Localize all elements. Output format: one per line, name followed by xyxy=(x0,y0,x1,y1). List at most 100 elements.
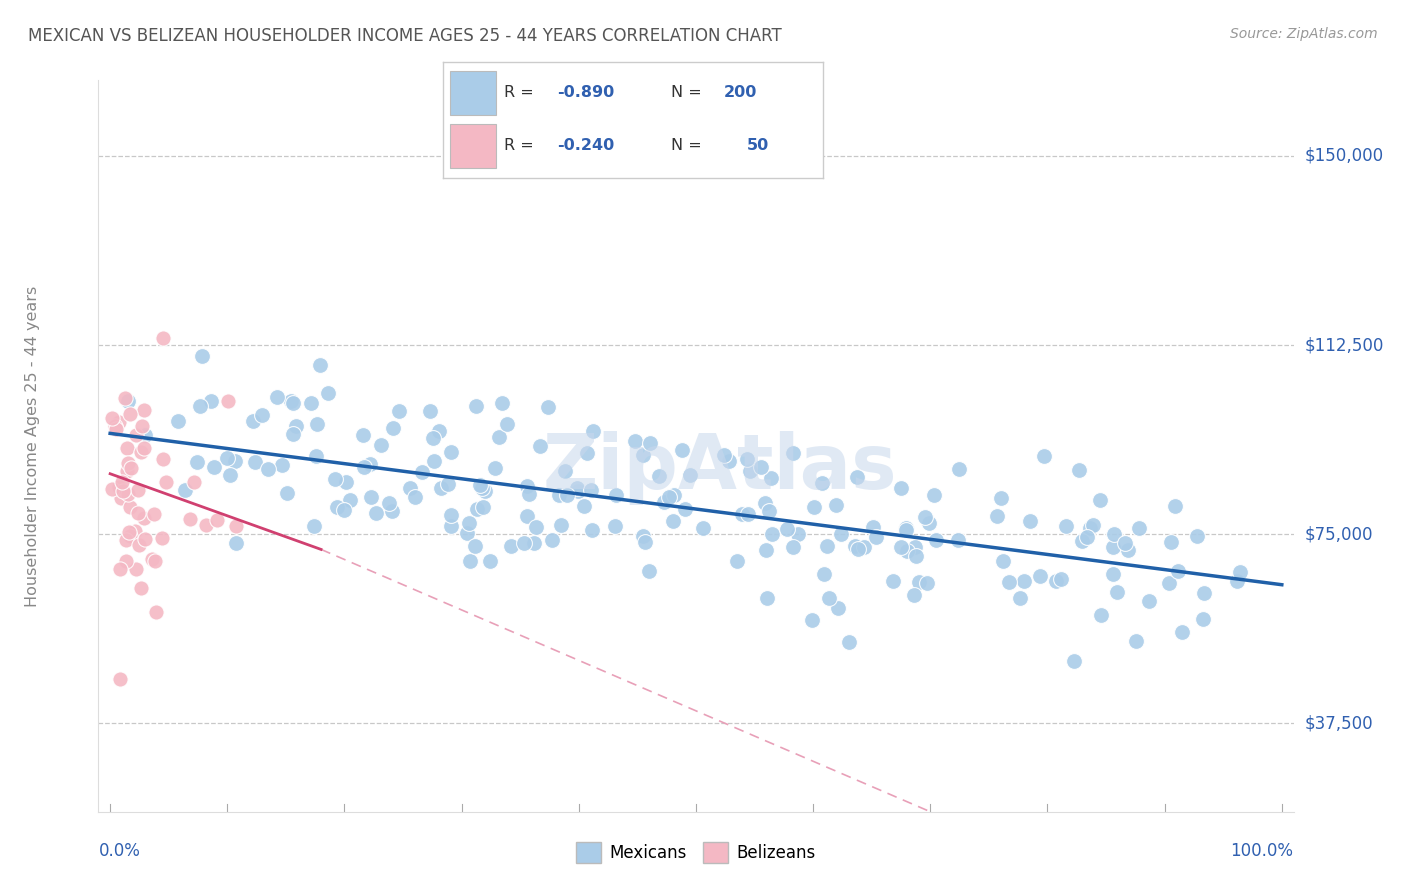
Text: -0.240: -0.240 xyxy=(557,138,614,153)
Point xyxy=(129,445,152,459)
Text: ZipAtlas: ZipAtlas xyxy=(543,431,897,505)
Point xyxy=(825,498,848,512)
Point xyxy=(540,533,562,547)
Point xyxy=(737,507,759,521)
Point xyxy=(759,471,782,485)
Point xyxy=(904,540,927,554)
Point xyxy=(853,541,876,555)
Point xyxy=(129,581,152,595)
Point xyxy=(399,481,422,495)
Point xyxy=(430,482,453,496)
Point xyxy=(890,541,912,555)
Point xyxy=(554,464,576,478)
Point xyxy=(1102,540,1125,554)
Point xyxy=(749,460,772,475)
Point xyxy=(675,502,697,516)
Point xyxy=(603,519,626,533)
Point xyxy=(713,448,735,462)
Point xyxy=(986,509,1008,524)
Point xyxy=(470,477,492,491)
Point xyxy=(217,393,239,408)
Point xyxy=(948,461,970,475)
Point xyxy=(422,431,444,445)
Point xyxy=(813,566,835,581)
Point xyxy=(117,456,139,470)
FancyBboxPatch shape xyxy=(450,70,496,114)
Point xyxy=(309,358,332,372)
Point xyxy=(423,453,446,467)
Point xyxy=(143,507,166,521)
Point xyxy=(838,634,860,648)
Point xyxy=(465,399,488,413)
Point xyxy=(124,562,146,576)
Point xyxy=(1125,634,1147,648)
Point xyxy=(1054,519,1077,533)
Point xyxy=(1081,517,1104,532)
Point xyxy=(101,483,124,497)
Point xyxy=(890,481,912,495)
Point xyxy=(110,475,132,489)
Text: 0.0%: 0.0% xyxy=(98,842,141,860)
Point xyxy=(256,461,278,475)
Legend: Mexicans, Belizeans: Mexicans, Belizeans xyxy=(569,836,823,869)
Point xyxy=(132,510,155,524)
Point xyxy=(250,408,273,422)
Point xyxy=(134,428,156,442)
Point xyxy=(1187,529,1209,543)
Point xyxy=(671,443,693,458)
Point xyxy=(200,394,222,409)
Point xyxy=(998,574,1021,589)
Point xyxy=(174,483,197,498)
Point xyxy=(205,513,228,527)
Point xyxy=(529,439,551,453)
Text: N =: N = xyxy=(671,85,707,100)
Point xyxy=(661,514,683,528)
Point xyxy=(225,519,247,533)
Point xyxy=(115,533,138,548)
Point xyxy=(1229,565,1251,579)
Point xyxy=(353,459,375,474)
Point xyxy=(464,539,486,553)
Text: Householder Income Ages 25 - 44 years: Householder Income Ages 25 - 44 years xyxy=(25,285,41,607)
Point xyxy=(117,394,139,409)
Point xyxy=(664,488,686,502)
Point xyxy=(188,400,211,414)
Point xyxy=(280,393,302,408)
Point xyxy=(865,530,887,544)
Point xyxy=(496,417,519,432)
Point xyxy=(787,527,810,541)
Point xyxy=(579,483,602,497)
Point xyxy=(1163,499,1185,513)
Point xyxy=(634,534,657,549)
Point xyxy=(440,445,463,459)
Point xyxy=(104,422,127,436)
Point xyxy=(305,450,328,464)
Point xyxy=(1088,493,1111,508)
Point xyxy=(1192,586,1215,600)
Point xyxy=(370,437,392,451)
Point xyxy=(352,428,374,442)
Point xyxy=(427,424,450,438)
Point xyxy=(581,523,603,537)
Point xyxy=(631,529,654,543)
Point xyxy=(382,421,405,435)
Text: -0.890: -0.890 xyxy=(557,85,614,100)
Point xyxy=(404,490,426,504)
Point xyxy=(800,613,823,627)
Point xyxy=(304,518,326,533)
Point xyxy=(127,506,149,520)
Point xyxy=(108,561,131,575)
Point xyxy=(1137,594,1160,608)
Point xyxy=(631,448,654,462)
Point xyxy=(143,554,166,568)
Text: MEXICAN VS BELIZEAN HOUSEHOLDER INCOME AGES 25 - 44 YEARS CORRELATION CHART: MEXICAN VS BELIZEAN HOUSEHOLDER INCOME A… xyxy=(28,27,782,45)
Point xyxy=(118,529,141,543)
Point xyxy=(924,533,946,547)
Point xyxy=(516,479,538,493)
Point xyxy=(202,460,225,475)
Point xyxy=(907,575,929,590)
Point xyxy=(638,564,661,578)
Point xyxy=(118,524,141,539)
Point xyxy=(896,543,918,558)
Point xyxy=(440,508,463,522)
